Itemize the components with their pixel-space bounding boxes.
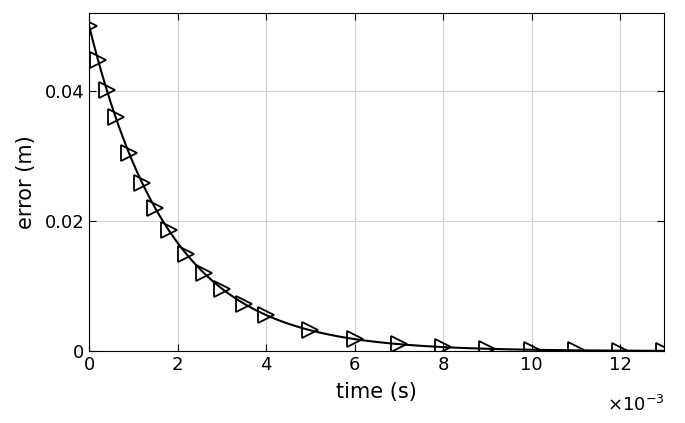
Y-axis label: error (m): error (m) bbox=[16, 135, 36, 229]
Text: $\times10^{-3}$: $\times10^{-3}$ bbox=[607, 395, 664, 415]
X-axis label: time (s): time (s) bbox=[336, 382, 417, 402]
